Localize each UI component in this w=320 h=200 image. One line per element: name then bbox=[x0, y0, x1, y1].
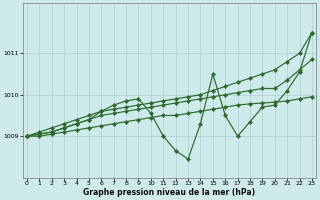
X-axis label: Graphe pression niveau de la mer (hPa): Graphe pression niveau de la mer (hPa) bbox=[84, 188, 256, 197]
